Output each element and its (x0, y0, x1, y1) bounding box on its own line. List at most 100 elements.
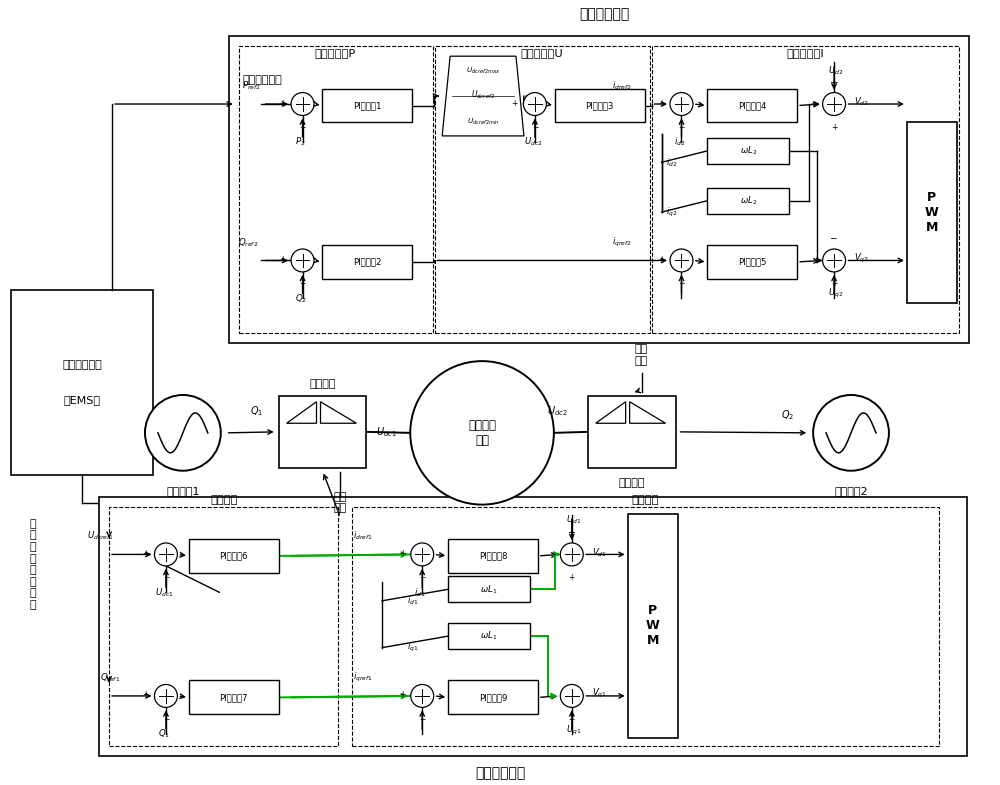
Text: +: + (143, 691, 149, 699)
Circle shape (145, 395, 221, 471)
Text: 脉冲
信号: 脉冲 信号 (334, 492, 347, 513)
Text: 外环控制: 外环控制 (210, 495, 238, 505)
Text: −: − (299, 279, 306, 288)
Text: $U_{dcref1}$: $U_{dcref1}$ (87, 530, 114, 542)
Text: $U_{d2}$: $U_{d2}$ (828, 64, 844, 77)
Text: P
W
M: P W M (925, 191, 939, 234)
Text: 交流系统1: 交流系统1 (166, 486, 200, 495)
Text: $i_{d2}$: $i_{d2}$ (666, 156, 678, 169)
Bar (352, 506, 939, 746)
Text: 主站控制方式: 主站控制方式 (475, 767, 525, 780)
Text: 电流环控制I: 电流环控制I (786, 48, 824, 58)
Text: $\omega L_1$: $\omega L_1$ (480, 630, 498, 642)
Bar (707, 245, 797, 279)
Circle shape (823, 93, 846, 115)
Text: +: + (143, 549, 149, 558)
Text: 脉冲
信号: 脉冲 信号 (635, 345, 648, 366)
Text: $U_{dc1}$: $U_{dc1}$ (376, 425, 397, 439)
Bar (707, 138, 789, 164)
Text: +: + (399, 691, 405, 699)
Text: +: + (569, 715, 575, 724)
Circle shape (823, 249, 846, 272)
Circle shape (154, 543, 177, 566)
Text: 电
压
和
无
功
率
指
令: 电 压 和 无 功 率 指 令 (30, 519, 37, 610)
Text: $U_{dcref2max}$: $U_{dcref2max}$ (466, 65, 500, 75)
Bar (448, 681, 538, 714)
Text: −: − (532, 123, 538, 132)
Circle shape (154, 685, 177, 707)
Text: −: − (831, 78, 837, 87)
Text: $U_{q2}$: $U_{q2}$ (828, 287, 844, 301)
Polygon shape (596, 402, 626, 423)
Text: PI调节器8: PI调节器8 (479, 551, 507, 560)
Text: PI调节器9: PI调节器9 (479, 693, 507, 702)
Text: $V_{d1}$: $V_{d1}$ (592, 546, 607, 559)
Text: $i_{d1}$: $i_{d1}$ (414, 586, 426, 599)
Bar (322, 89, 412, 122)
Text: $i_{qref2}$: $i_{qref2}$ (612, 236, 632, 249)
Text: $\omega L_2$: $\omega L_2$ (740, 195, 757, 207)
Circle shape (560, 543, 583, 566)
Text: $i_{d1}$: $i_{d1}$ (407, 594, 418, 607)
Text: −: − (299, 123, 306, 132)
Text: $U_{q1}$: $U_{q1}$ (566, 724, 582, 737)
Text: $U_{dc2}$: $U_{dc2}$ (524, 136, 542, 148)
Text: 直流配电
网络: 直流配电 网络 (468, 419, 496, 447)
Text: −: − (829, 77, 837, 86)
Circle shape (813, 395, 889, 471)
Bar (628, 513, 678, 738)
Text: 功率优化指令: 功率优化指令 (243, 75, 283, 85)
Text: $U_{d1}$: $U_{d1}$ (566, 513, 582, 525)
Text: $P_2$: $P_2$ (295, 136, 306, 148)
Bar (555, 89, 645, 122)
Circle shape (411, 543, 434, 566)
Text: −: − (163, 715, 169, 724)
Text: −: − (829, 233, 837, 243)
Circle shape (523, 93, 546, 115)
Text: P
W
M: P W M (646, 604, 659, 647)
Bar (448, 539, 538, 573)
Bar (707, 188, 789, 214)
Bar (907, 122, 957, 303)
Polygon shape (442, 57, 524, 136)
Bar (109, 506, 338, 746)
Text: $V_{d2}$: $V_{d2}$ (854, 96, 869, 108)
Circle shape (411, 685, 434, 707)
Text: $V_{q2}$: $V_{q2}$ (854, 252, 869, 265)
Text: $i_{dref2}$: $i_{dref2}$ (612, 79, 632, 92)
Text: +: + (399, 549, 405, 558)
Text: $P_{ref2}$: $P_{ref2}$ (242, 79, 261, 92)
Bar (652, 46, 959, 333)
Text: PI调节器3: PI调节器3 (585, 101, 614, 110)
Bar (189, 681, 279, 714)
Text: 内环控制: 内环控制 (632, 495, 659, 505)
Circle shape (410, 361, 554, 505)
Text: −: − (678, 123, 685, 132)
Text: +: + (569, 573, 575, 582)
Text: +: + (512, 99, 518, 108)
Text: $V_{q1}$: $V_{q1}$ (592, 688, 607, 700)
Text: −: − (419, 715, 425, 724)
Text: −: − (678, 279, 685, 288)
Text: +: + (658, 255, 665, 264)
Text: $\omega L_1$: $\omega L_1$ (480, 583, 498, 596)
Text: PI调节器4: PI调节器4 (738, 101, 767, 110)
Text: $Q_{ref1}$: $Q_{ref1}$ (100, 671, 120, 684)
Circle shape (560, 685, 583, 707)
Text: $U_{dc1}$: $U_{dc1}$ (155, 586, 173, 599)
Circle shape (670, 249, 693, 272)
Circle shape (670, 93, 693, 115)
Bar (322, 245, 412, 279)
Text: PI调节器2: PI调节器2 (353, 257, 382, 266)
Text: +: + (279, 99, 286, 108)
Text: $i_{dref1}$: $i_{dref1}$ (353, 530, 372, 542)
Bar (239, 46, 433, 333)
Text: 功率环控制P: 功率环控制P (315, 48, 356, 58)
Text: +: + (658, 99, 665, 108)
Bar (11, 290, 153, 475)
Text: $U_{dcref2}$: $U_{dcref2}$ (471, 88, 495, 100)
Bar (448, 576, 530, 602)
Text: −: − (419, 573, 425, 582)
Text: −: − (567, 528, 575, 536)
Text: $Q_{ref2}$: $Q_{ref2}$ (238, 236, 259, 249)
